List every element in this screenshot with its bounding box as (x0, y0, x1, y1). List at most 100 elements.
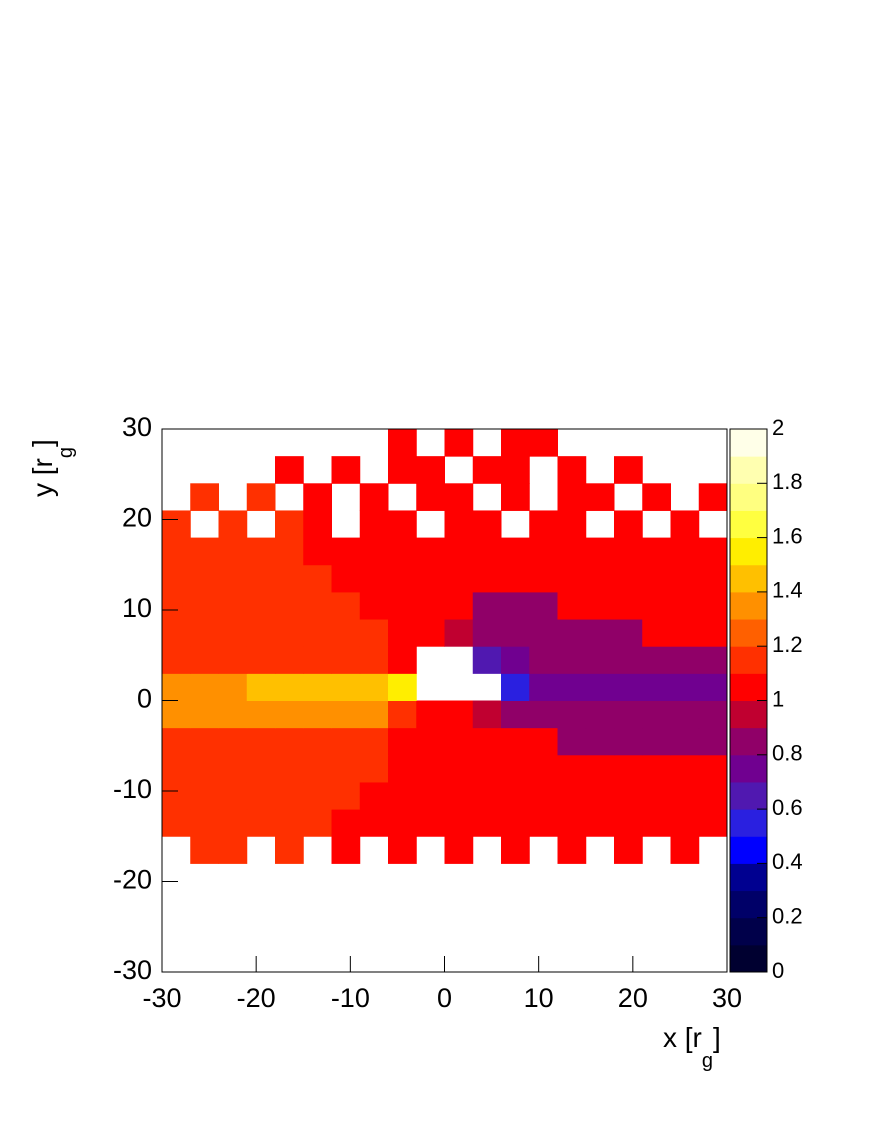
x-tick-label: 30 (712, 983, 742, 1013)
cell (275, 754, 304, 783)
cell (670, 537, 700, 566)
cell (501, 727, 530, 756)
cell (162, 646, 191, 674)
color-swatch (730, 944, 767, 973)
cell (529, 537, 558, 566)
x-tick-label: -20 (237, 983, 276, 1013)
z-tick-label: 0.8 (772, 741, 803, 766)
cell (416, 809, 445, 837)
cell (218, 781, 248, 810)
cell (275, 727, 304, 756)
color-swatch (730, 564, 767, 593)
cell (642, 591, 671, 620)
cell (275, 510, 304, 539)
cell (359, 564, 389, 593)
cell (670, 781, 700, 810)
cell (557, 700, 587, 729)
cell (218, 564, 248, 593)
cell (162, 754, 191, 783)
y-tick-label: 30 (122, 412, 152, 442)
cell (472, 564, 502, 593)
cell (246, 564, 276, 593)
z-tick-label: 1.6 (772, 523, 803, 548)
cell (331, 673, 361, 701)
cell (614, 646, 643, 674)
cell (614, 754, 643, 783)
cell (190, 591, 219, 620)
cell (472, 537, 502, 566)
cell (303, 510, 332, 539)
cell (472, 456, 502, 484)
cell (501, 429, 530, 457)
cell (670, 591, 700, 620)
cell (642, 673, 671, 701)
cell (501, 564, 530, 593)
cell (614, 537, 643, 566)
cell (557, 456, 587, 484)
cell (218, 809, 248, 837)
cell (585, 564, 615, 593)
cell (416, 564, 445, 593)
cell (529, 781, 558, 810)
cell (670, 754, 700, 783)
cell (388, 727, 417, 756)
cell (529, 754, 558, 783)
cell (557, 646, 587, 674)
cell (614, 781, 643, 810)
cell (444, 700, 474, 729)
cell (585, 646, 615, 674)
cell (190, 809, 219, 837)
cell (557, 781, 587, 810)
cell (501, 483, 530, 511)
cell (501, 754, 530, 783)
cell (557, 483, 587, 511)
cell (472, 781, 502, 810)
cell (444, 483, 474, 511)
cell (359, 673, 389, 701)
cell (642, 537, 671, 566)
cell (162, 700, 191, 729)
cell (444, 510, 474, 539)
x-tick-label: 0 (437, 983, 452, 1013)
cell (472, 809, 502, 837)
color-swatch (730, 429, 767, 457)
cell (388, 510, 417, 539)
cell (218, 673, 248, 701)
cell (444, 619, 474, 647)
cell (585, 781, 615, 810)
cell (303, 700, 332, 729)
cell (444, 727, 474, 756)
cell (614, 836, 643, 864)
cell (501, 537, 530, 566)
cell (585, 619, 615, 647)
cell (472, 646, 502, 674)
y-tick-label: -30 (113, 955, 152, 985)
x-tick-label: -30 (142, 983, 181, 1013)
cell (416, 537, 445, 566)
cell (162, 809, 191, 837)
color-swatch (730, 754, 767, 783)
cell (585, 727, 615, 756)
color-swatch (730, 591, 767, 620)
cell (444, 429, 474, 457)
cell (388, 429, 417, 457)
cell (246, 700, 276, 729)
cell (698, 646, 728, 674)
cell (331, 781, 361, 810)
cell (698, 673, 728, 701)
x-tick-label: 20 (618, 983, 648, 1013)
cell (585, 809, 615, 837)
cell (275, 781, 304, 810)
cell (303, 619, 332, 647)
cell (275, 456, 304, 484)
cell (416, 619, 445, 647)
cell (331, 591, 361, 620)
color-swatch (730, 863, 767, 892)
cell (444, 809, 474, 837)
cell (331, 727, 361, 756)
cell (557, 836, 587, 864)
cell (642, 809, 671, 837)
cell (501, 646, 530, 674)
z-tick-label: 0 (772, 958, 784, 983)
y-tick-label: 0 (137, 684, 152, 714)
